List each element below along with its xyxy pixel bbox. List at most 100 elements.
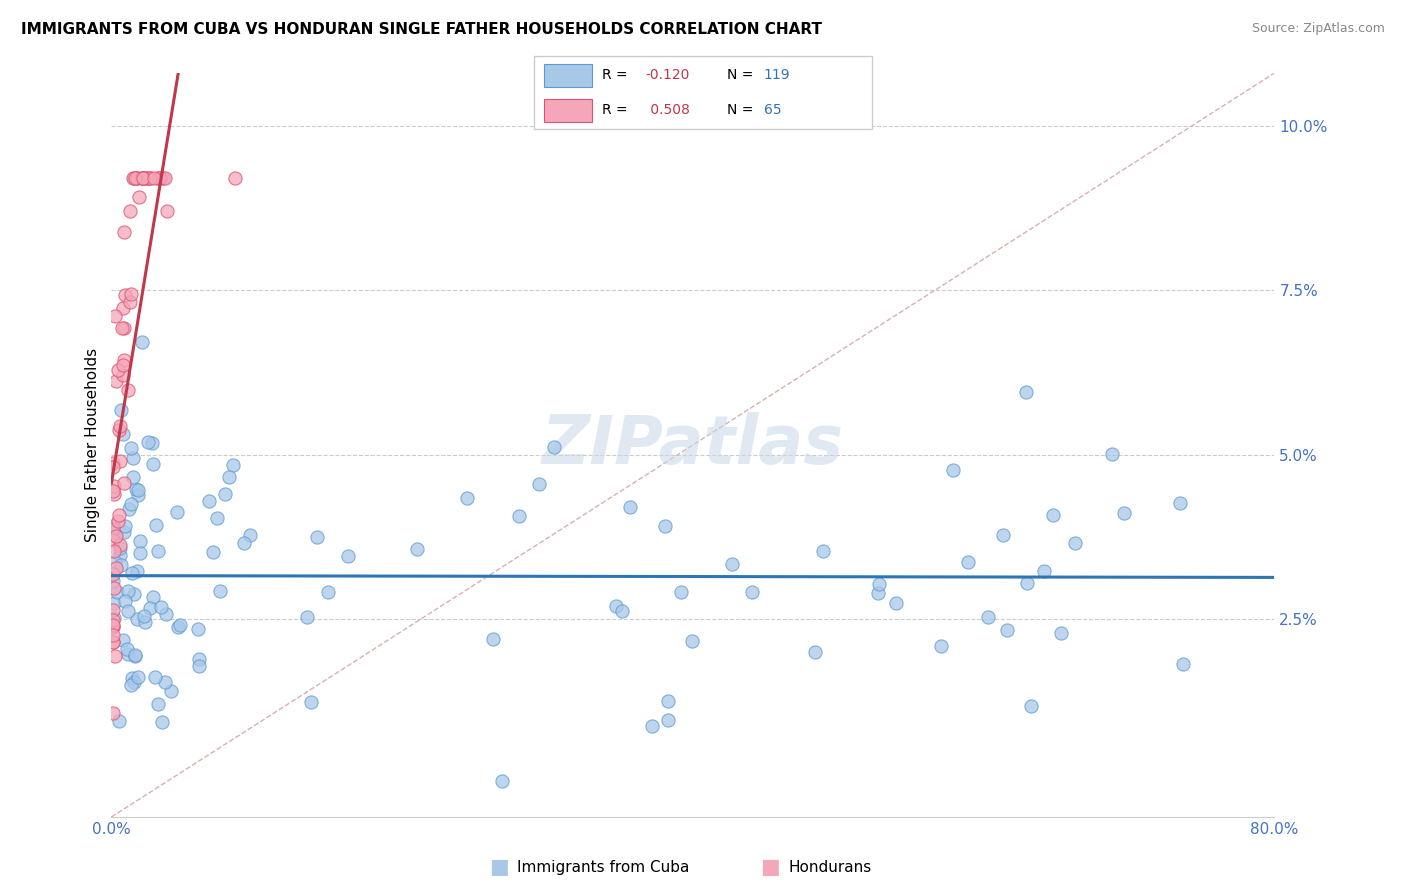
Point <box>233 536 256 550</box>
Point <box>657 714 679 728</box>
Point <box>105 584 128 599</box>
Point <box>107 514 129 528</box>
Point <box>1050 626 1073 640</box>
Point <box>124 648 146 662</box>
Point <box>1042 508 1064 522</box>
Point <box>103 596 125 610</box>
Point <box>456 491 478 506</box>
Point <box>187 652 209 666</box>
Point <box>1171 657 1194 671</box>
Point <box>101 567 124 582</box>
Point <box>101 634 124 648</box>
Point <box>406 541 429 556</box>
Point <box>111 301 134 316</box>
Point <box>1168 496 1191 510</box>
Point <box>124 587 146 601</box>
Text: R =: R = <box>602 68 631 82</box>
Point <box>139 601 162 615</box>
Point <box>136 171 159 186</box>
Point <box>136 434 159 449</box>
Point <box>929 639 952 653</box>
Point <box>101 620 124 634</box>
Point <box>214 487 236 501</box>
Point <box>152 171 174 186</box>
Point <box>1033 565 1056 579</box>
Point <box>127 670 149 684</box>
Point <box>153 674 176 689</box>
Text: Source: ZipAtlas.com: Source: ZipAtlas.com <box>1251 22 1385 36</box>
Point <box>112 524 135 539</box>
Point <box>155 607 177 621</box>
Point <box>112 476 135 491</box>
FancyBboxPatch shape <box>534 56 872 129</box>
Point <box>681 634 703 648</box>
Point <box>299 695 322 709</box>
Point <box>222 458 245 473</box>
Point <box>139 171 162 186</box>
Text: ZIPatlas: ZIPatlas <box>541 412 844 478</box>
Point <box>103 582 125 596</box>
Text: Hondurans: Hondurans <box>789 860 872 874</box>
Point <box>127 488 149 502</box>
Point <box>884 597 907 611</box>
Point <box>153 171 176 186</box>
Point <box>107 362 129 376</box>
Point <box>114 594 136 608</box>
Point <box>813 543 835 558</box>
Point <box>166 620 188 634</box>
Point <box>671 585 693 599</box>
Point <box>1063 536 1085 550</box>
Point <box>145 517 167 532</box>
Point <box>101 518 124 533</box>
Point <box>127 171 149 186</box>
Point <box>942 463 965 477</box>
Point <box>128 534 150 549</box>
Point <box>995 623 1018 637</box>
Point <box>491 773 513 788</box>
Point <box>129 546 152 560</box>
Point <box>143 670 166 684</box>
Point <box>107 714 129 729</box>
Point <box>103 310 125 324</box>
Text: Immigrants from Cuba: Immigrants from Cuba <box>517 860 690 874</box>
Point <box>122 171 145 186</box>
Point <box>125 171 148 186</box>
Point <box>305 530 328 544</box>
Point <box>124 648 146 663</box>
Point <box>110 538 132 552</box>
Point <box>103 486 125 500</box>
Point <box>112 427 135 442</box>
Point <box>120 287 142 301</box>
Point <box>654 518 676 533</box>
Point <box>101 706 124 720</box>
Point <box>132 171 155 186</box>
Point <box>131 171 153 186</box>
Point <box>101 456 124 470</box>
Point <box>149 171 172 186</box>
Point <box>316 585 339 599</box>
Point <box>868 586 890 600</box>
Point <box>111 321 134 335</box>
Point <box>124 171 146 186</box>
Point <box>114 288 136 302</box>
Point <box>104 561 127 575</box>
Point <box>209 583 232 598</box>
Point <box>112 320 135 334</box>
Point <box>205 510 228 524</box>
Text: -0.120: -0.120 <box>645 68 690 82</box>
Point <box>104 555 127 569</box>
Point <box>1015 575 1038 590</box>
Text: ■: ■ <box>489 857 509 877</box>
Text: 119: 119 <box>763 68 790 82</box>
Point <box>125 564 148 578</box>
Text: 65: 65 <box>763 103 782 118</box>
Point <box>103 628 125 642</box>
Point <box>117 583 139 598</box>
Point <box>101 618 124 632</box>
Point <box>110 558 132 572</box>
Point <box>120 295 142 310</box>
Point <box>868 577 890 591</box>
Point <box>103 574 125 589</box>
Point <box>108 541 131 555</box>
Point <box>117 647 139 661</box>
